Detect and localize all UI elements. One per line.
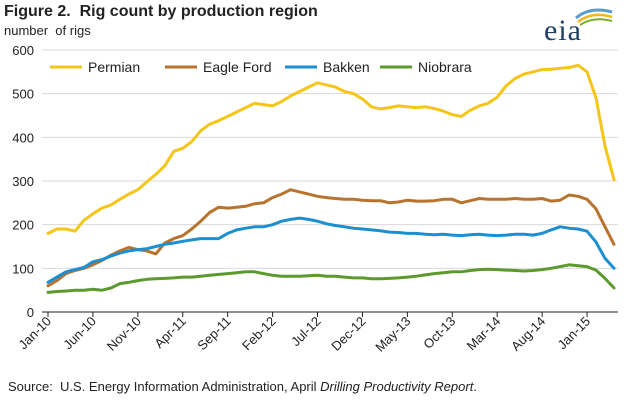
eia-logo-text: eia [544, 14, 582, 47]
y-tick-label-400: 400 [12, 130, 34, 145]
x-tick-label-Jan-15: Jan-15 [554, 314, 593, 353]
x-tick-label-Nov-10: Nov-10 [104, 314, 144, 354]
y-tick-label-600: 600 [12, 43, 34, 58]
y-tick-label-300: 300 [12, 174, 34, 189]
figure-title: Figure 2. Rig count by production region [4, 3, 318, 20]
source-report-name: Drilling Productivity Report [320, 379, 474, 394]
x-tick-label-Aug-14: Aug-14 [508, 314, 548, 354]
x-tick-label-Dec-12: Dec-12 [328, 314, 368, 354]
y-axis-unit-label: number of rigs [4, 23, 91, 38]
legend-label-bakken: Bakken [323, 59, 370, 75]
y-tick-label-100: 100 [12, 261, 34, 276]
series-line-niobrara [46, 263, 616, 294]
x-axis: Jan-10 Jun-10 Nov-10 Apr-11 Sep-11 Feb-12 Jul-… [15, 311, 618, 355]
x-tick-label-Apr-11: Apr-11 [151, 314, 189, 352]
series-line-permian [46, 63, 616, 235]
eia-logo-arcs-icon [575, 8, 613, 26]
legend-label-permian: Permian [88, 59, 140, 75]
x-tick-label-Jul-12: Jul-12 [288, 314, 324, 350]
chart-legend: Permian Eagle Ford Bakken Niobrara [50, 59, 472, 75]
y-tick-label-200: 200 [12, 218, 34, 233]
x-tick-label-Jan-10: Jan-10 [15, 314, 54, 353]
series-line-bakken [46, 216, 616, 284]
x-tick-label-Sep-11: Sep-11 [194, 314, 234, 354]
source-note: Source: U.S. Energy Information Administ… [8, 379, 477, 394]
y-tick-label-0: 0 [27, 305, 34, 320]
source-prefix: Source: U.S. Energy Information Administ… [8, 379, 321, 394]
x-tick-label-Mar-14: Mar-14 [464, 314, 504, 354]
x-tick-label-May-13: May-13 [372, 314, 413, 355]
x-tick-label-Feb-12: Feb-12 [239, 314, 279, 354]
eia-logo: eia [530, 6, 616, 50]
y-axis-ticks: 0 100 200 300 400 500 600 [12, 43, 34, 320]
x-tick-label-Jun-10: Jun-10 [60, 314, 99, 353]
legend-label-eagle-ford: Eagle Ford [203, 59, 271, 75]
source-suffix: . [473, 379, 477, 394]
legend-label-niobrara: Niobrara [418, 59, 472, 75]
chart-series-lines [46, 63, 616, 294]
x-tick-label-Oct-13: Oct-13 [420, 314, 458, 352]
y-tick-label-500: 500 [12, 87, 34, 102]
